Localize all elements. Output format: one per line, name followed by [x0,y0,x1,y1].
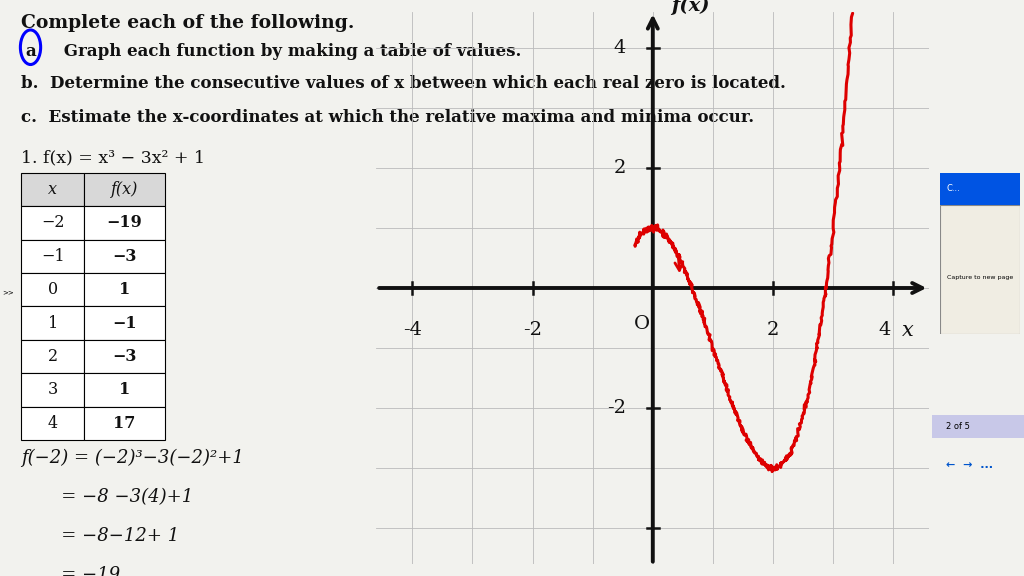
Text: 1. f(x) = x³ − 3x² + 1: 1. f(x) = x³ − 3x² + 1 [22,150,205,167]
Text: −1: −1 [41,248,65,265]
Text: = −8−12+ 1: = −8−12+ 1 [22,527,179,545]
Bar [84,340,165,373]
Text: x: x [902,321,914,340]
Bar [22,206,84,240]
Bar [22,306,84,340]
Text: −3: −3 [113,348,137,365]
Bar [22,373,84,407]
Bar [22,273,84,306]
Bar [84,373,165,407]
Text: Graph each function by making a table of values.: Graph each function by making a table of… [58,43,521,60]
Text: Complete each of the following.: Complete each of the following. [22,14,354,32]
Text: 1: 1 [119,381,130,399]
Text: = −19: = −19 [22,566,121,576]
Bar [84,173,165,206]
Text: f(−2) = (−2)³−3(−2)²+1: f(−2) = (−2)³−3(−2)²+1 [22,449,244,467]
Text: 2: 2 [613,159,626,177]
Bar [84,206,165,240]
Text: C...: C... [946,184,961,194]
Text: f(x): f(x) [111,181,138,198]
Text: 4: 4 [47,415,57,432]
Text: -2: -2 [523,321,542,339]
Text: 4: 4 [878,321,891,339]
Bar [84,306,165,340]
Text: 0: 0 [47,281,57,298]
Text: 3: 3 [47,381,57,399]
Text: 2: 2 [767,321,779,339]
Bar [22,240,84,273]
Text: O: O [634,315,650,333]
Text: 2: 2 [47,348,57,365]
Bar [22,340,84,373]
Text: −19: −19 [106,214,142,232]
Bar [84,273,165,306]
Text: = −8 −3(4)+1: = −8 −3(4)+1 [22,488,194,506]
Text: 17: 17 [114,415,136,432]
Text: −2: −2 [41,214,65,232]
Bar [932,415,1024,438]
Text: 1: 1 [119,281,130,298]
Text: f(x): f(x) [671,0,710,14]
Bar [84,240,165,273]
Text: -2: -2 [607,399,626,417]
Bar [84,407,165,440]
Text: Capture to new page: Capture to new page [947,275,1013,280]
Text: c.  Estimate the x-coordinates at which the relative maxima and minima occur.: c. Estimate the x-coordinates at which t… [22,109,755,127]
Text: 2 of 5: 2 of 5 [946,422,970,431]
Text: −1: −1 [113,314,137,332]
Bar [22,173,84,206]
Text: x: x [48,181,57,198]
Text: ←  →  ...: ← → ... [946,460,992,471]
Text: >>: >> [2,290,14,295]
Bar [940,205,1020,334]
Text: 4: 4 [613,39,626,56]
Text: −3: −3 [113,248,137,265]
Text: b.  Determine the consecutive values of x between which each real zero is locate: b. Determine the consecutive values of x… [22,75,786,92]
Text: 1: 1 [47,314,57,332]
Text: -4: -4 [402,321,422,339]
Bar [22,407,84,440]
Bar [940,173,1020,205]
Text: a: a [26,43,36,60]
